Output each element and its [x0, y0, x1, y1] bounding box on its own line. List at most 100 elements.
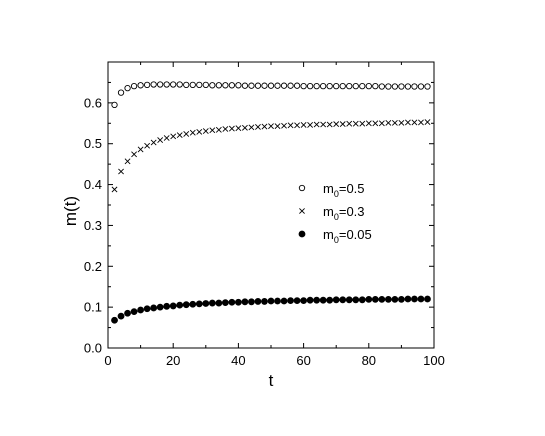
data-point-stroke	[222, 126, 229, 132]
data-point	[371, 295, 379, 303]
data-point	[320, 121, 327, 128]
legend-label: m0=0.05	[323, 227, 372, 245]
data-point-stroke	[157, 137, 164, 143]
data-point	[424, 119, 431, 125]
data-point	[274, 82, 281, 89]
data-point	[274, 297, 281, 305]
data-point	[117, 89, 125, 96]
data-point-stroke	[248, 124, 255, 131]
legend-label: m0=0.5	[323, 181, 365, 199]
x-axis-title: t	[269, 371, 274, 390]
data-point	[326, 121, 333, 128]
data-point	[215, 299, 223, 307]
data-point	[267, 82, 275, 89]
data-point	[176, 301, 184, 309]
data-point	[228, 125, 235, 132]
data-point	[189, 300, 197, 308]
data-point	[307, 122, 314, 128]
data-point	[150, 81, 157, 88]
series-1	[111, 81, 431, 109]
data-point-stroke	[307, 122, 314, 128]
data-point	[242, 124, 248, 131]
data-point	[208, 299, 216, 307]
data-point	[202, 300, 210, 307]
data-point-stroke	[372, 120, 379, 127]
data-point	[281, 122, 287, 129]
data-point	[170, 81, 177, 88]
data-point	[176, 132, 183, 139]
data-point-stroke	[144, 142, 151, 149]
data-markers	[111, 81, 431, 324]
data-point	[209, 127, 216, 134]
y-tick-label: 0.1	[84, 300, 102, 315]
data-point	[404, 83, 412, 90]
data-point	[241, 82, 249, 89]
data-point-stroke	[242, 124, 248, 131]
data-point	[424, 83, 431, 90]
data-point	[365, 295, 373, 303]
data-point	[124, 158, 131, 165]
data-point-stroke	[274, 123, 281, 130]
data-point-stroke	[281, 122, 287, 129]
data-point	[359, 120, 366, 127]
data-point-stroke	[287, 122, 294, 129]
data-point-stroke	[326, 121, 333, 128]
data-point	[169, 302, 177, 310]
data-point	[332, 296, 340, 304]
data-point	[326, 82, 333, 90]
data-point	[144, 142, 151, 149]
data-point	[222, 82, 229, 89]
data-point	[157, 81, 164, 88]
data-point-stroke	[202, 128, 209, 134]
data-point	[391, 295, 399, 303]
data-point	[365, 82, 372, 90]
data-point	[345, 296, 353, 304]
y-tick-label: 0.6	[84, 95, 102, 110]
data-point	[202, 81, 209, 89]
data-point	[378, 83, 385, 90]
y-tick-label: 0.4	[84, 177, 102, 192]
y-tick-label: 0.2	[84, 259, 102, 274]
y-tick-label: 0.3	[84, 218, 102, 233]
series-2	[111, 119, 431, 193]
data-point	[111, 101, 118, 109]
data-point	[254, 298, 262, 305]
data-point	[255, 124, 261, 130]
data-point	[268, 123, 274, 130]
x-tick-label: 60	[296, 353, 310, 368]
data-point	[157, 137, 164, 143]
y-axis: 0.0 0.1 0.2 0.3 0.4 0.5 0.6	[84, 81, 434, 356]
series-3	[111, 295, 431, 324]
data-point-stroke	[163, 135, 170, 141]
data-point-stroke	[320, 121, 327, 128]
data-point	[404, 295, 412, 303]
data-point-stroke	[411, 119, 418, 126]
data-point	[339, 296, 347, 304]
data-point	[176, 81, 183, 88]
data-point	[228, 298, 236, 306]
data-point	[398, 119, 405, 126]
data-point	[143, 81, 151, 89]
data-point	[137, 306, 144, 314]
data-point	[163, 81, 170, 88]
data-point	[306, 296, 314, 304]
data-point-stroke	[131, 151, 137, 158]
data-point-stroke	[300, 122, 307, 128]
data-point	[124, 309, 131, 317]
data-point	[130, 82, 138, 90]
data-point	[202, 128, 209, 134]
data-point	[298, 230, 306, 238]
data-point	[222, 126, 229, 132]
data-point	[391, 83, 399, 90]
data-point	[411, 83, 418, 90]
data-point-stroke	[294, 122, 300, 129]
data-point	[163, 135, 170, 141]
data-point	[235, 125, 242, 132]
data-point	[339, 121, 346, 128]
data-point-stroke	[196, 128, 203, 135]
data-point-stroke	[137, 146, 144, 153]
data-point	[397, 295, 405, 303]
data-point	[221, 299, 229, 307]
data-point	[137, 146, 144, 153]
